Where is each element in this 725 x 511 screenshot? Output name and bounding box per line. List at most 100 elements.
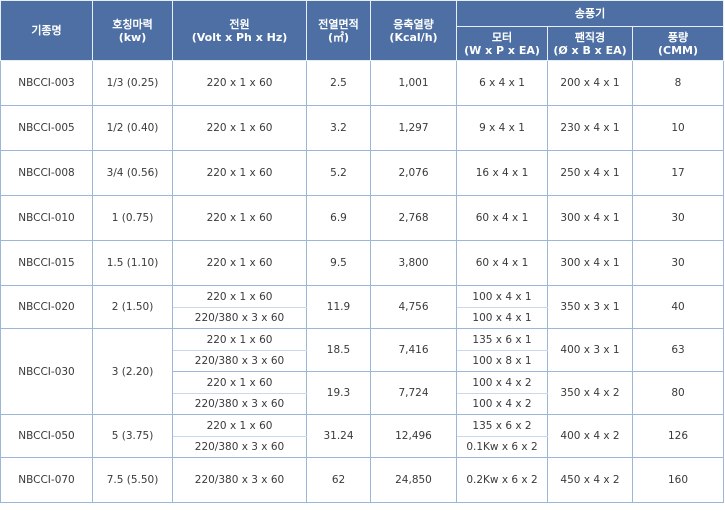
cell-fan: 350 x 4 x 2 bbox=[547, 371, 633, 415]
cell-fan: 400 x 4 x 2 bbox=[547, 414, 633, 458]
cell-power: 220 x 1 x 60 bbox=[172, 285, 307, 308]
header-area: 전열면적 (㎡) bbox=[306, 0, 371, 61]
cell-capacity: 3,800 bbox=[370, 240, 457, 286]
cell-hp: 1/3 (0.25) bbox=[92, 60, 173, 106]
cell-power: 220 x 1 x 60 bbox=[172, 328, 307, 351]
cell-motor: 100 x 4 x 1 bbox=[456, 285, 548, 308]
cell-motor: 0.1Kw x 6 x 2 bbox=[456, 436, 548, 458]
cell-capacity: 7,416 bbox=[370, 328, 457, 372]
table-row: NBCCI-030 3 (2.20) 220 x 1 x 60 18.5 7,4… bbox=[0, 328, 725, 415]
cell-fan: 250 x 4 x 1 bbox=[547, 150, 633, 196]
table-row: NBCCI-015 1.5 (1.10) 220 x 1 x 60 9.5 3,… bbox=[0, 240, 725, 286]
cell-area: 2.5 bbox=[306, 60, 371, 106]
header-fan-unit: (Ø x B x EA) bbox=[553, 43, 627, 57]
table-row: NBCCI-008 3/4 (0.56) 220 x 1 x 60 5.2 2,… bbox=[0, 150, 725, 196]
cell-fan: 400 x 3 x 1 bbox=[547, 328, 633, 372]
cell-power: 220/380 x 3 x 60 bbox=[172, 457, 307, 503]
cell-capacity: 4,756 bbox=[370, 285, 457, 329]
cell-power: 220 x 1 x 60 bbox=[172, 60, 307, 106]
header-area-title: 전열면적 bbox=[318, 17, 359, 31]
cell-airflow: 10 bbox=[631, 105, 725, 151]
table-row: NBCCI-070 7.5 (5.50) 220/380 x 3 x 60 62… bbox=[0, 457, 725, 503]
header-hp-unit: (kw) bbox=[118, 30, 147, 44]
cell-hp: 1.5 (1.10) bbox=[92, 240, 173, 286]
header-fan: 팬직경 (Ø x B x EA) bbox=[547, 26, 633, 61]
header-capacity-unit: (Kcal/h) bbox=[389, 30, 438, 44]
cell-model: NBCCI-070 bbox=[0, 457, 93, 503]
table-row: NBCCI-050 5 (3.75) 220 x 1 x 60 31.24 12… bbox=[0, 414, 725, 458]
header-power-title: 전원 bbox=[229, 17, 250, 31]
cell-airflow: 126 bbox=[631, 414, 725, 458]
cell-motor: 135 x 6 x 2 bbox=[456, 414, 548, 437]
cell-power: 220 x 1 x 60 bbox=[172, 150, 307, 196]
cell-power: 220/380 x 3 x 60 bbox=[172, 393, 307, 415]
cell-motor: 100 x 8 x 1 bbox=[456, 350, 548, 372]
cell-model: NBCCI-015 bbox=[0, 240, 93, 286]
header-hp-title: 호칭마력 bbox=[112, 17, 153, 31]
cell-airflow: 30 bbox=[631, 240, 725, 286]
cell-area: 11.9 bbox=[306, 285, 371, 329]
header-capacity-title: 응축열량 bbox=[393, 17, 434, 31]
cell-motor: 135 x 6 x 1 bbox=[456, 328, 548, 351]
table-subrow: 220 x 1 x 60 19.3 7,724 100 x 4 x 2 350 … bbox=[1, 371, 725, 415]
cell-power: 220 x 1 x 60 bbox=[172, 371, 307, 394]
cell-hp: 1/2 (0.40) bbox=[92, 105, 173, 151]
cell-area: 3.2 bbox=[306, 105, 371, 151]
cell-model: NBCCI-020 bbox=[0, 285, 93, 329]
cell-airflow: 63 bbox=[631, 328, 725, 372]
cell-capacity: 2,768 bbox=[370, 195, 457, 241]
header-airflow-unit: (CMM) bbox=[658, 43, 699, 57]
cell-model: NBCCI-008 bbox=[0, 150, 93, 196]
table-row: NBCCI-020 2 (1.50) 220 x 1 x 60 11.9 4,7… bbox=[0, 285, 725, 329]
header-motor-title: 모터 bbox=[491, 30, 513, 44]
cell-capacity: 12,496 bbox=[370, 414, 457, 458]
cell-motor: 60 x 4 x 1 bbox=[456, 195, 548, 241]
cell-power: 220 x 1 x 60 bbox=[172, 105, 307, 151]
cell-hp: 3/4 (0.56) bbox=[92, 150, 173, 196]
cell-area: 9.5 bbox=[306, 240, 371, 286]
cell-motor: 100 x 4 x 2 bbox=[456, 393, 548, 415]
cell-hp: 3 (2.20) bbox=[92, 328, 173, 415]
table-subrow: 220/380 x 3 x 60 100 x 4 x 2 bbox=[1, 393, 724, 415]
table-subrow: 220/380 x 3 x 60 100 x 8 x 1 bbox=[1, 350, 724, 372]
cell-area: 6.9 bbox=[306, 195, 371, 241]
cell-motor: 9 x 4 x 1 bbox=[456, 105, 548, 151]
header-motor: 모터 (W x P x EA) bbox=[456, 26, 548, 61]
cell-airflow: 160 bbox=[631, 457, 725, 503]
cell-motor: 6 x 4 x 1 bbox=[456, 60, 548, 106]
header-power-unit: (Volt x Ph x Hz) bbox=[191, 30, 288, 44]
cell-area: 62 bbox=[306, 457, 371, 503]
cell-capacity: 24,850 bbox=[370, 457, 457, 503]
cell-airflow: 80 bbox=[631, 371, 725, 415]
cell-model: NBCCI-003 bbox=[0, 60, 93, 106]
header-power: 전원 (Volt x Ph x Hz) bbox=[172, 0, 307, 61]
cell-power: 220/380 x 3 x 60 bbox=[172, 350, 307, 372]
table-row: NBCCI-003 1/3 (0.25) 220 x 1 x 60 2.5 1,… bbox=[0, 60, 725, 106]
cell-area: 5.2 bbox=[306, 150, 371, 196]
cell-fan: 350 x 3 x 1 bbox=[547, 285, 633, 329]
cell-airflow: 8 bbox=[631, 60, 725, 106]
cell-hp: 2 (1.50) bbox=[92, 285, 173, 329]
header-area-unit: (㎡) bbox=[327, 30, 350, 44]
cell-area: 18.5 bbox=[306, 328, 371, 372]
cell-airflow: 40 bbox=[631, 285, 725, 329]
cell-power: 220 x 1 x 60 bbox=[172, 414, 307, 437]
header-hp: 호칭마력 (kw) bbox=[92, 0, 173, 61]
cell-motor: 60 x 4 x 1 bbox=[456, 240, 548, 286]
header-airflow-title: 풍량 bbox=[667, 30, 689, 44]
cell-fan: 300 x 4 x 1 bbox=[547, 195, 633, 241]
cell-capacity: 1,297 bbox=[370, 105, 457, 151]
cell-power: 220/380 x 3 x 60 bbox=[172, 307, 307, 329]
cell-hp: 1 (0.75) bbox=[92, 195, 173, 241]
cell-capacity: 2,076 bbox=[370, 150, 457, 196]
cell-airflow: 17 bbox=[631, 150, 725, 196]
cell-capacity: 7,724 bbox=[370, 371, 457, 415]
cell-hp: 7.5 (5.50) bbox=[92, 457, 173, 503]
cell-fan: 450 x 4 x 2 bbox=[547, 457, 633, 503]
cell-capacity: 1,001 bbox=[370, 60, 457, 106]
table-subrow: 220/380 x 3 x 60 0.1Kw x 6 x 2 bbox=[1, 436, 724, 458]
header-capacity: 응축열량 (Kcal/h) bbox=[370, 0, 457, 61]
cell-fan: 300 x 4 x 1 bbox=[547, 240, 633, 286]
table-row: NBCCI-010 1 (0.75) 220 x 1 x 60 6.9 2,76… bbox=[0, 195, 725, 241]
